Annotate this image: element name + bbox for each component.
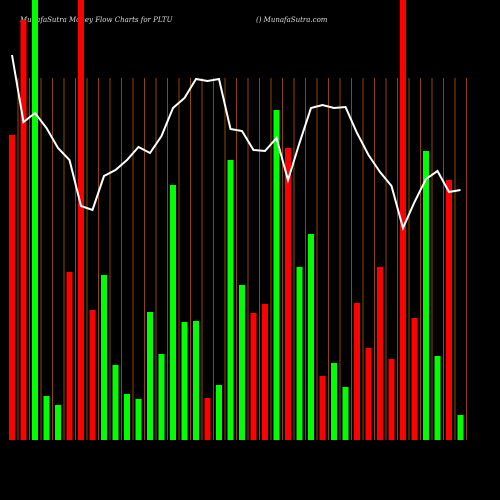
bar xyxy=(43,396,50,440)
bar xyxy=(181,322,188,440)
bar xyxy=(446,180,452,440)
bar xyxy=(365,348,372,440)
bar xyxy=(9,135,15,440)
bar xyxy=(20,20,27,440)
bar xyxy=(147,312,153,440)
bar xyxy=(457,415,464,440)
bar xyxy=(423,151,429,440)
bar xyxy=(101,275,107,440)
bar xyxy=(400,0,406,440)
bar xyxy=(285,148,291,440)
bar xyxy=(135,399,142,440)
bar xyxy=(112,365,119,440)
bar xyxy=(308,234,314,440)
price-line xyxy=(11,54,461,231)
bar xyxy=(296,267,303,440)
bar xyxy=(239,285,245,440)
bar xyxy=(250,313,257,440)
bar xyxy=(354,303,360,440)
bar xyxy=(319,376,326,440)
bar xyxy=(193,321,199,440)
bar xyxy=(227,160,234,440)
bar xyxy=(170,185,176,440)
bar xyxy=(66,272,73,440)
bar xyxy=(342,387,349,440)
chart-subtitle: () MunafaSutra.com xyxy=(256,16,328,24)
bar xyxy=(204,398,211,440)
bar xyxy=(273,110,280,440)
bar xyxy=(262,304,268,440)
bar xyxy=(434,356,441,440)
bar xyxy=(78,0,84,440)
bar xyxy=(158,354,165,440)
bar xyxy=(411,318,418,440)
bar xyxy=(216,385,222,440)
bar xyxy=(32,0,38,440)
bar xyxy=(124,394,130,440)
bar xyxy=(331,363,337,440)
bar xyxy=(89,310,96,440)
bar xyxy=(377,267,383,440)
bar xyxy=(388,359,395,440)
chart-title: MunafaSutra Money Flow Charts for PLTU xyxy=(19,16,174,24)
bar xyxy=(55,405,61,440)
